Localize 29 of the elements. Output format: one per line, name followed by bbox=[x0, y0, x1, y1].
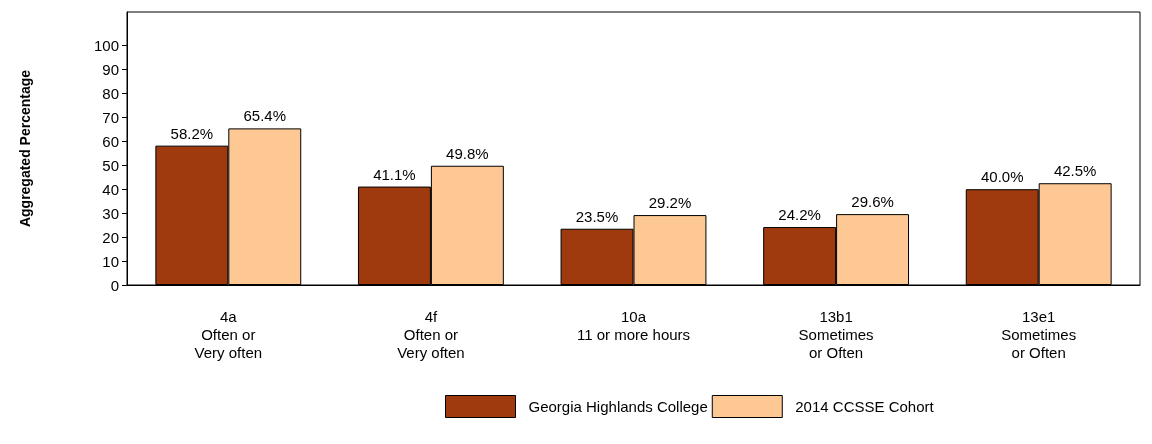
y-axis-title: Aggregated Percentage bbox=[17, 69, 33, 228]
y-tick-label: 40 bbox=[102, 180, 119, 198]
legend-label: 2014 CCSSE Cohort bbox=[795, 398, 935, 415]
legend-label: Georgia Highlands College bbox=[528, 398, 708, 415]
y-tick-label: 60 bbox=[102, 132, 119, 150]
data-label: 49.8% bbox=[446, 144, 489, 162]
x-tick-label: 4f Often or Very often bbox=[397, 307, 465, 361]
data-label: 24.2% bbox=[778, 206, 821, 224]
x-tick-label: 13e1 Sometimes or Often bbox=[1001, 307, 1077, 361]
x-tick-label: 13b1 Sometimes or Often bbox=[798, 307, 874, 361]
y-tick-label: 30 bbox=[102, 204, 119, 222]
y-tick-label: 90 bbox=[102, 60, 119, 78]
data-label: 29.2% bbox=[648, 194, 692, 212]
y-tick-label: 50 bbox=[102, 156, 119, 174]
x-tick-label: 4a Often or Very often bbox=[194, 307, 263, 361]
y-tick-label: 0 bbox=[110, 276, 119, 294]
data-label: 41.1% bbox=[373, 165, 416, 183]
y-tick-label: 10 bbox=[102, 252, 119, 270]
data-label: 23.5% bbox=[575, 207, 619, 225]
data-label: 29.6% bbox=[851, 193, 894, 211]
y-tick-label: 20 bbox=[102, 228, 119, 246]
data-label: 40.0% bbox=[980, 168, 1024, 186]
data-label: 65.4% bbox=[243, 107, 287, 125]
x-tick-label: 10a 11 or more hours bbox=[576, 307, 691, 343]
y-tick-label: 100 bbox=[93, 37, 119, 55]
y-tick-label: 70 bbox=[102, 108, 119, 126]
data-label: 58.2% bbox=[170, 124, 214, 142]
data-label: 42.5% bbox=[1053, 162, 1097, 180]
y-tick-label: 80 bbox=[102, 84, 119, 102]
